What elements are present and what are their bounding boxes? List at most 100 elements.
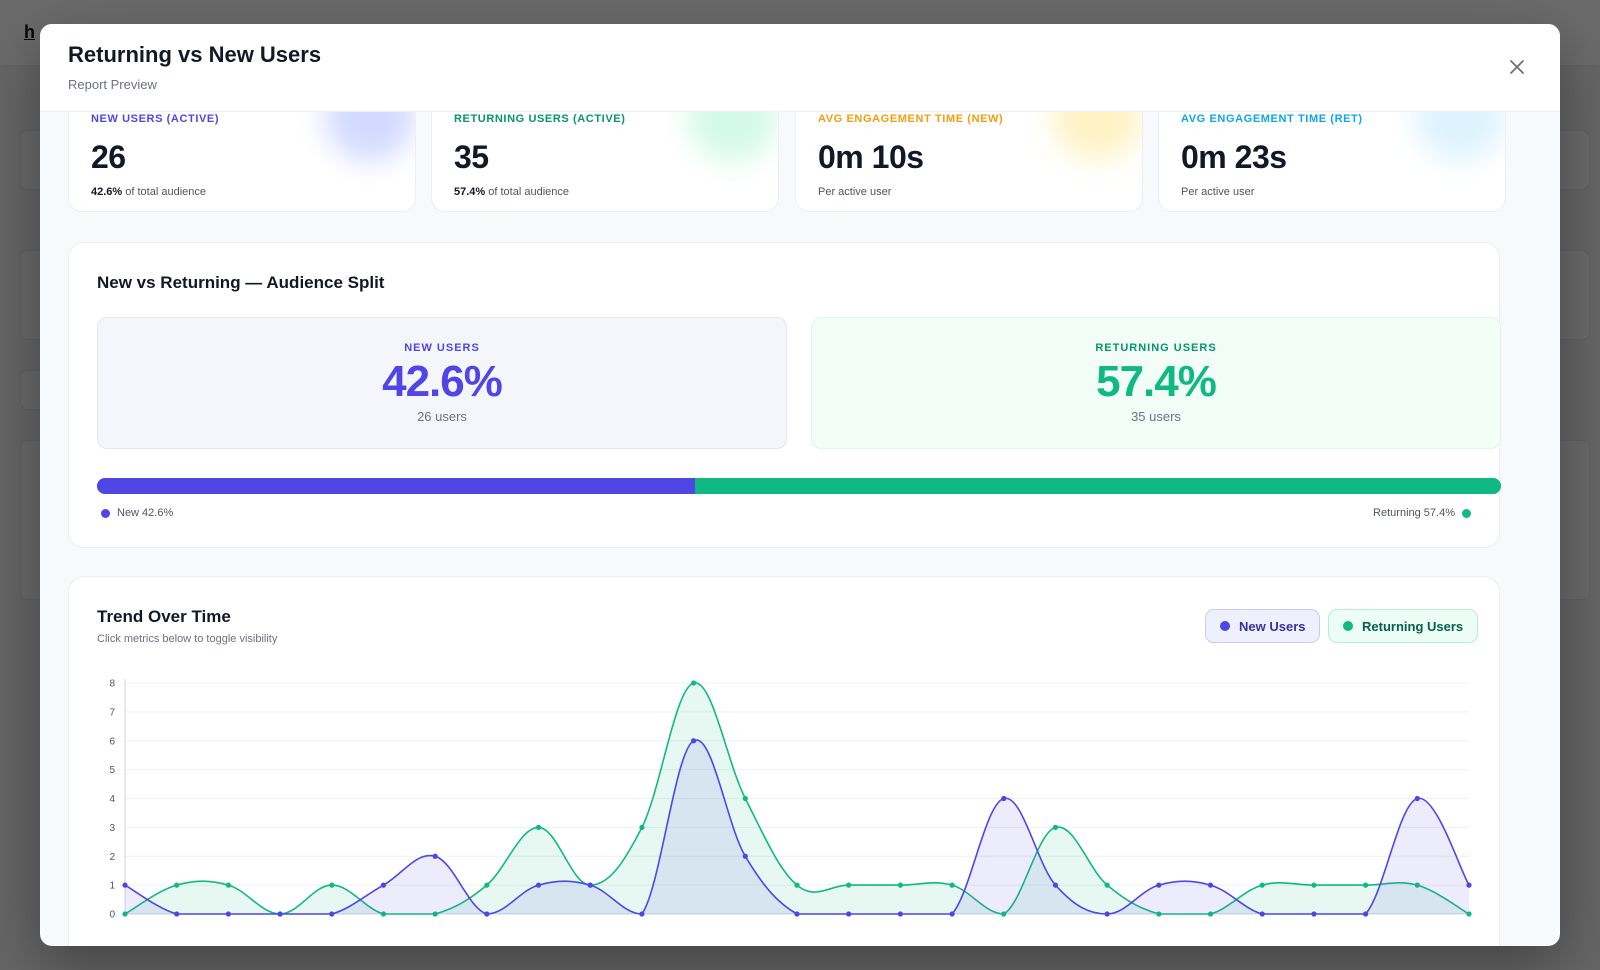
kpi-value: 0m 23s	[1181, 139, 1287, 175]
kpi-subtext: 42.6% of total audience	[91, 186, 206, 198]
returning-users-split-count: 35 users	[1131, 409, 1181, 424]
legend-returning-dot-icon	[1462, 508, 1471, 518]
data-point-new[interactable]	[639, 911, 645, 917]
data-point-returning[interactable]	[1259, 882, 1265, 888]
data-point-returning[interactable]	[1414, 882, 1420, 888]
data-point-returning[interactable]	[1156, 911, 1162, 917]
data-point-new[interactable]	[1207, 882, 1214, 888]
data-point-new[interactable]	[380, 882, 387, 888]
data-point-returning[interactable]	[174, 882, 180, 888]
audience-split-title: New vs Returning — Audience Split	[97, 273, 385, 292]
kpi-subtext-bold: 42.6%	[91, 186, 123, 198]
toggle-returning-dot-icon	[1343, 621, 1353, 631]
data-point-returning[interactable]	[691, 680, 697, 686]
kpi-value: 35	[454, 139, 489, 175]
data-point-new[interactable]	[587, 882, 593, 888]
close-button[interactable]	[1504, 54, 1530, 80]
kpi-subtext: 57.4% of total audience	[454, 186, 569, 198]
kpi-label: AVG ENGAGEMENT TIME (RET)	[1181, 113, 1363, 125]
data-point-returning[interactable]	[1311, 882, 1317, 888]
data-point-returning[interactable]	[794, 882, 800, 888]
returning-users-split-box: RETURNING USERS 57.4% 35 users	[811, 317, 1501, 449]
split-bar-returning	[695, 478, 1501, 494]
toggle-returning-users[interactable]: Returning Users	[1328, 609, 1479, 643]
y-tick-label: 2	[109, 852, 115, 863]
split-progress-bar	[97, 478, 1501, 494]
data-point-returning[interactable]	[380, 911, 387, 917]
y-tick-label: 1	[109, 881, 115, 892]
kpi-subtext-rest: of total audience	[485, 186, 569, 198]
trend-chart: 0 1 2 3 4 5 6 7 8	[109, 679, 1472, 921]
data-point-new[interactable]	[484, 911, 490, 917]
data-point-returning[interactable]	[225, 882, 231, 888]
y-tick-label: 6	[109, 736, 115, 747]
data-point-new[interactable]	[1414, 795, 1420, 802]
data-point-returning[interactable]	[949, 882, 955, 888]
data-point-returning[interactable]	[122, 911, 128, 917]
data-point-returning[interactable]	[535, 824, 542, 830]
data-point-returning[interactable]	[897, 882, 903, 888]
new-users-split-label: NEW USERS	[404, 342, 480, 354]
new-users-split-count: 26 users	[417, 409, 467, 424]
kpi-glow	[688, 112, 778, 161]
toggle-new-label: New Users	[1239, 618, 1306, 634]
returning-users-split-label: RETURNING USERS	[1095, 342, 1217, 354]
data-point-returning[interactable]	[1104, 882, 1110, 888]
data-point-returning[interactable]	[1207, 911, 1214, 917]
data-point-new[interactable]	[691, 738, 697, 744]
data-point-new[interactable]	[1156, 882, 1162, 888]
data-point-new[interactable]	[225, 911, 231, 917]
data-point-returning[interactable]	[1052, 824, 1059, 830]
data-point-new[interactable]	[1001, 795, 1007, 802]
data-point-returning[interactable]	[432, 911, 438, 917]
y-tick-label: 8	[109, 679, 115, 690]
data-point-returning[interactable]	[329, 882, 335, 888]
data-point-returning[interactable]	[639, 824, 645, 830]
modal-body: NEW USERS (ACTIVE) 26 42.6% of total audie…	[40, 112, 1560, 946]
data-point-new[interactable]	[949, 911, 955, 917]
close-icon	[1510, 60, 1524, 74]
kpi-value: 0m 10s	[818, 139, 924, 175]
toggle-new-dot-icon	[1220, 621, 1230, 631]
kpi-subtext-rest: Per active user	[1181, 186, 1255, 198]
data-point-returning[interactable]	[1466, 911, 1472, 917]
kpi-glow	[325, 112, 415, 161]
data-point-new[interactable]	[535, 882, 542, 888]
data-point-new[interactable]	[742, 853, 748, 859]
data-point-new[interactable]	[1311, 911, 1317, 917]
y-tick-label: 7	[109, 707, 115, 718]
kpi-subtext: Per active user	[1181, 186, 1254, 198]
data-point-returning[interactable]	[742, 795, 748, 802]
kpi-glow	[1415, 112, 1505, 161]
data-point-returning[interactable]	[846, 882, 852, 888]
data-point-new[interactable]	[277, 911, 283, 917]
data-point-new[interactable]	[794, 911, 800, 917]
kpi-subtext: Per active user	[818, 186, 891, 198]
data-point-returning[interactable]	[1001, 911, 1007, 917]
data-point-new[interactable]	[1466, 882, 1472, 888]
data-point-new[interactable]	[122, 882, 128, 888]
y-tick-label: 0	[109, 910, 115, 921]
modal-header: Returning vs New Users Report Preview	[40, 24, 1560, 112]
data-point-new[interactable]	[432, 853, 438, 859]
legend-returning-label: Returning 57.4%	[1373, 507, 1455, 519]
series-area-returning	[125, 682, 1469, 914]
audience-split-card: New vs Returning — Audience Split NEW US…	[68, 242, 1501, 548]
data-point-new[interactable]	[1052, 882, 1059, 888]
kpi-glow	[1052, 112, 1142, 161]
data-point-new[interactable]	[1259, 911, 1265, 917]
data-point-new[interactable]	[846, 911, 852, 917]
trend-title: Trend Over Time	[97, 607, 231, 626]
kpi-label: AVG ENGAGEMENT TIME (NEW)	[818, 113, 1004, 125]
data-point-new[interactable]	[897, 911, 903, 917]
data-point-returning[interactable]	[484, 882, 490, 888]
toggle-new-users[interactable]: New Users	[1205, 609, 1321, 643]
data-point-new[interactable]	[1104, 911, 1110, 917]
data-point-new[interactable]	[329, 911, 335, 917]
kpi-subtext-bold: 57.4%	[454, 186, 486, 198]
data-point-new[interactable]	[174, 911, 180, 917]
data-point-new[interactable]	[1363, 911, 1369, 917]
data-point-returning[interactable]	[1363, 882, 1369, 888]
new-users-split-value: 42.6%	[382, 357, 503, 406]
kpi-label: RETURNING USERS (ACTIVE)	[454, 113, 626, 125]
